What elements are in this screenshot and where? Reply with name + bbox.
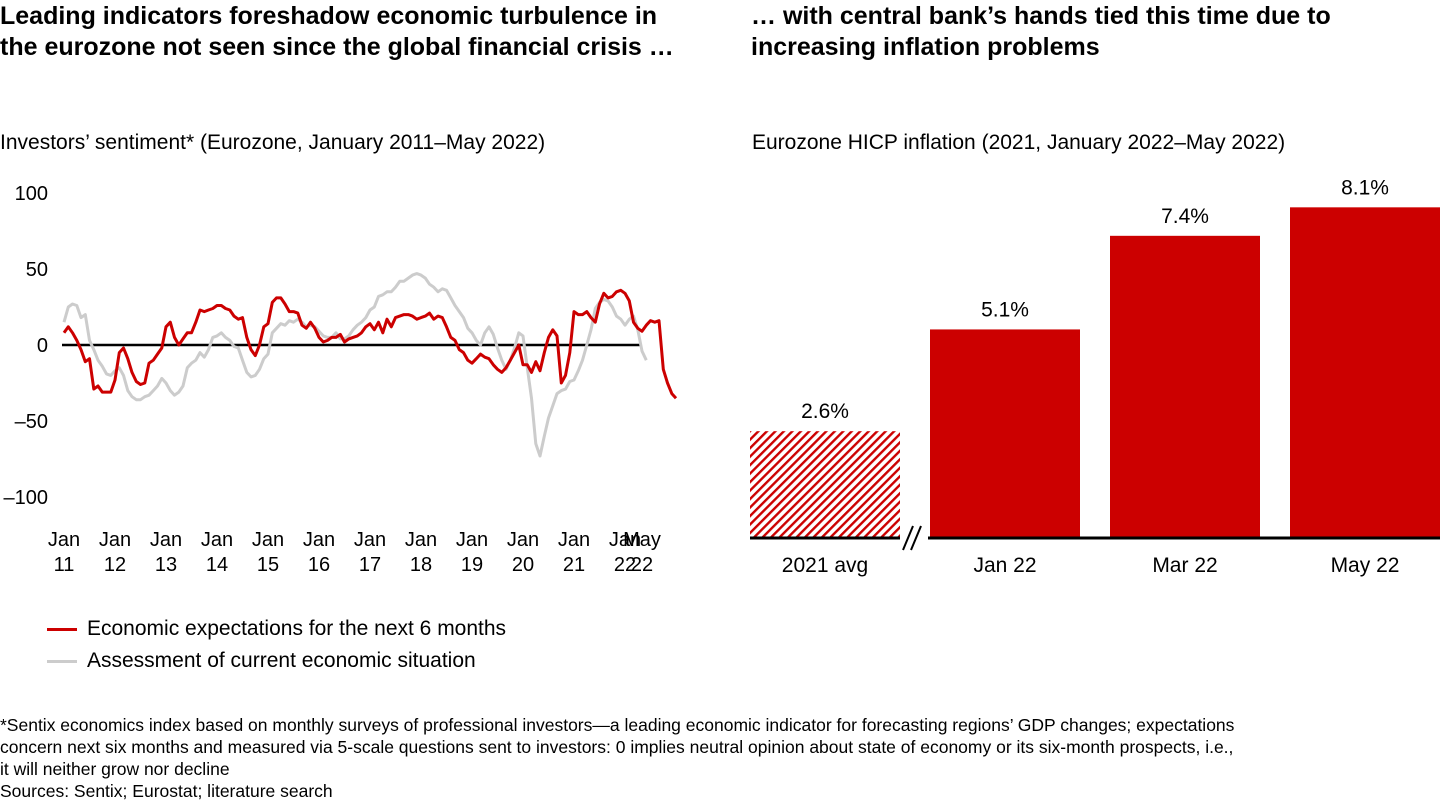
series-line-expectations	[62, 288, 678, 400]
x-tick-label-month: Jan	[405, 529, 437, 551]
x-tick-label-month: Jan	[303, 529, 335, 551]
bar	[1110, 235, 1260, 537]
y-tick-label: 100	[15, 183, 48, 205]
series-line-assessment	[62, 272, 648, 458]
bar	[1290, 207, 1440, 537]
x-tick-label-year: 14	[206, 554, 228, 576]
x-tick-label-year: 16	[308, 554, 330, 576]
x-tick-label-month: Jan	[558, 529, 590, 551]
x-tick-label-year: 21	[563, 554, 585, 576]
x-tick-label-year: 22	[631, 554, 653, 576]
footnote-line: it will neither grow nor decline	[0, 759, 230, 779]
x-tick-label-year: 12	[104, 554, 126, 576]
legend-label: Economic expectations for the next 6 mon…	[87, 617, 507, 640]
x-tick-label-year: 19	[461, 554, 483, 576]
legend-swatch-gray	[47, 659, 77, 663]
bar-hatched	[750, 431, 900, 537]
x-tick-label-month: Jan	[48, 529, 80, 551]
inflation-bar-chart: 2.6% 2021 avg 5.1% Jan 22 7.4% Mar 22 8.1% May …	[750, 176, 1440, 577]
y-tick-label: –50	[15, 411, 48, 433]
x-tick-label-year: 20	[512, 554, 534, 576]
sources-line: Sources: Sentix; Eurostat; literature se…	[0, 781, 333, 801]
x-tick-label-year: 22	[614, 554, 636, 576]
x-tick-label-month: Jan	[456, 529, 488, 551]
x-tick-label-month: Jan	[507, 529, 539, 551]
footnote: *Sentix economics index based on monthly…	[0, 714, 1440, 802]
bar-value-label: 8.1%	[1341, 176, 1389, 199]
footnote-line: concern next six months and measured via…	[0, 737, 1234, 757]
axis-break-mark	[902, 525, 914, 551]
x-tick-label-month: Jan	[252, 529, 284, 551]
x-tick-label-year: 15	[257, 554, 279, 576]
footnote-line: *Sentix economics index based on monthly…	[0, 715, 1235, 735]
legend-swatch-red	[47, 627, 77, 631]
bar	[930, 329, 1080, 537]
legend-item-assessment: Assessment of current economic situation	[47, 648, 476, 674]
bar-value-label: 5.1%	[981, 298, 1029, 321]
axis-break-mark	[910, 525, 922, 551]
left-chart-subtitle: Investors’ sentiment* (Eurozone, January…	[0, 131, 546, 154]
y-tick-label: 0	[37, 335, 48, 357]
x-tick-label-month: Jan	[354, 529, 386, 551]
x-tick-label-year: 18	[410, 554, 432, 576]
legend-label: Assessment of current economic situation	[87, 649, 476, 672]
category-label: Jan 22	[973, 554, 1036, 577]
x-tick-label-month: Jan	[201, 529, 233, 551]
x-tick-label-year: 11	[54, 554, 75, 576]
x-tick-label-year: 13	[155, 554, 177, 576]
y-tick-label: –100	[4, 487, 49, 509]
x-tick-label-month: Jan	[150, 529, 182, 551]
x-tick-label-month: Jan	[99, 529, 131, 551]
sentiment-line-chart: 100 50 0 –50 –100 Jan 11 Jan 12 Jan 13 Jan 14 Jan 15 Ja…	[4, 183, 678, 576]
y-tick-label: 50	[26, 259, 48, 281]
legend-item-expectations: Economic expectations for the next 6 mon…	[47, 616, 506, 642]
right-panel-title: … with central bank’s hands tied this ti…	[751, 2, 1331, 61]
x-tick-label-month: Jan	[609, 529, 641, 551]
bar-value-label: 7.4%	[1161, 205, 1209, 228]
category-label: May 22	[1331, 554, 1400, 577]
bar-value-label: 2.6%	[801, 400, 849, 423]
left-panel-title: Leading indicators foreshadow economic t…	[0, 2, 674, 61]
right-chart-subtitle: Eurozone HICP inflation (2021, January 2…	[752, 131, 1286, 154]
x-tick-label-year: 17	[359, 554, 381, 576]
x-tick-label-month: May	[623, 529, 661, 551]
category-label: Mar 22	[1152, 554, 1217, 577]
category-label: 2021 avg	[782, 554, 868, 577]
